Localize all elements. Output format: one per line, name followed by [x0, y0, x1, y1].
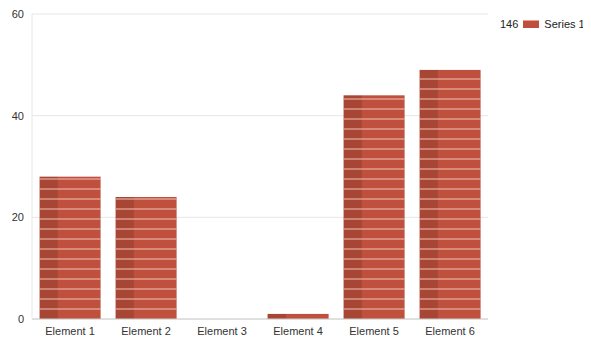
svg-text:40: 40: [12, 110, 24, 122]
svg-text:60: 60: [12, 8, 24, 20]
svg-text:Element 1: Element 1: [45, 325, 95, 337]
svg-text:Element 3: Element 3: [197, 325, 247, 337]
svg-text:Element 4: Element 4: [273, 325, 323, 337]
html-text:146: 146: [500, 18, 519, 30]
svg-text:20: 20: [12, 211, 24, 223]
svg-text:Element 6: Element 6: [425, 325, 475, 337]
svg-text:Element 2: Element 2: [121, 325, 171, 337]
svg-text:Element 5: Element 5: [349, 325, 399, 337]
html-text:Series 1: Series 1: [544, 18, 585, 30]
svg-text:0: 0: [18, 313, 24, 325]
